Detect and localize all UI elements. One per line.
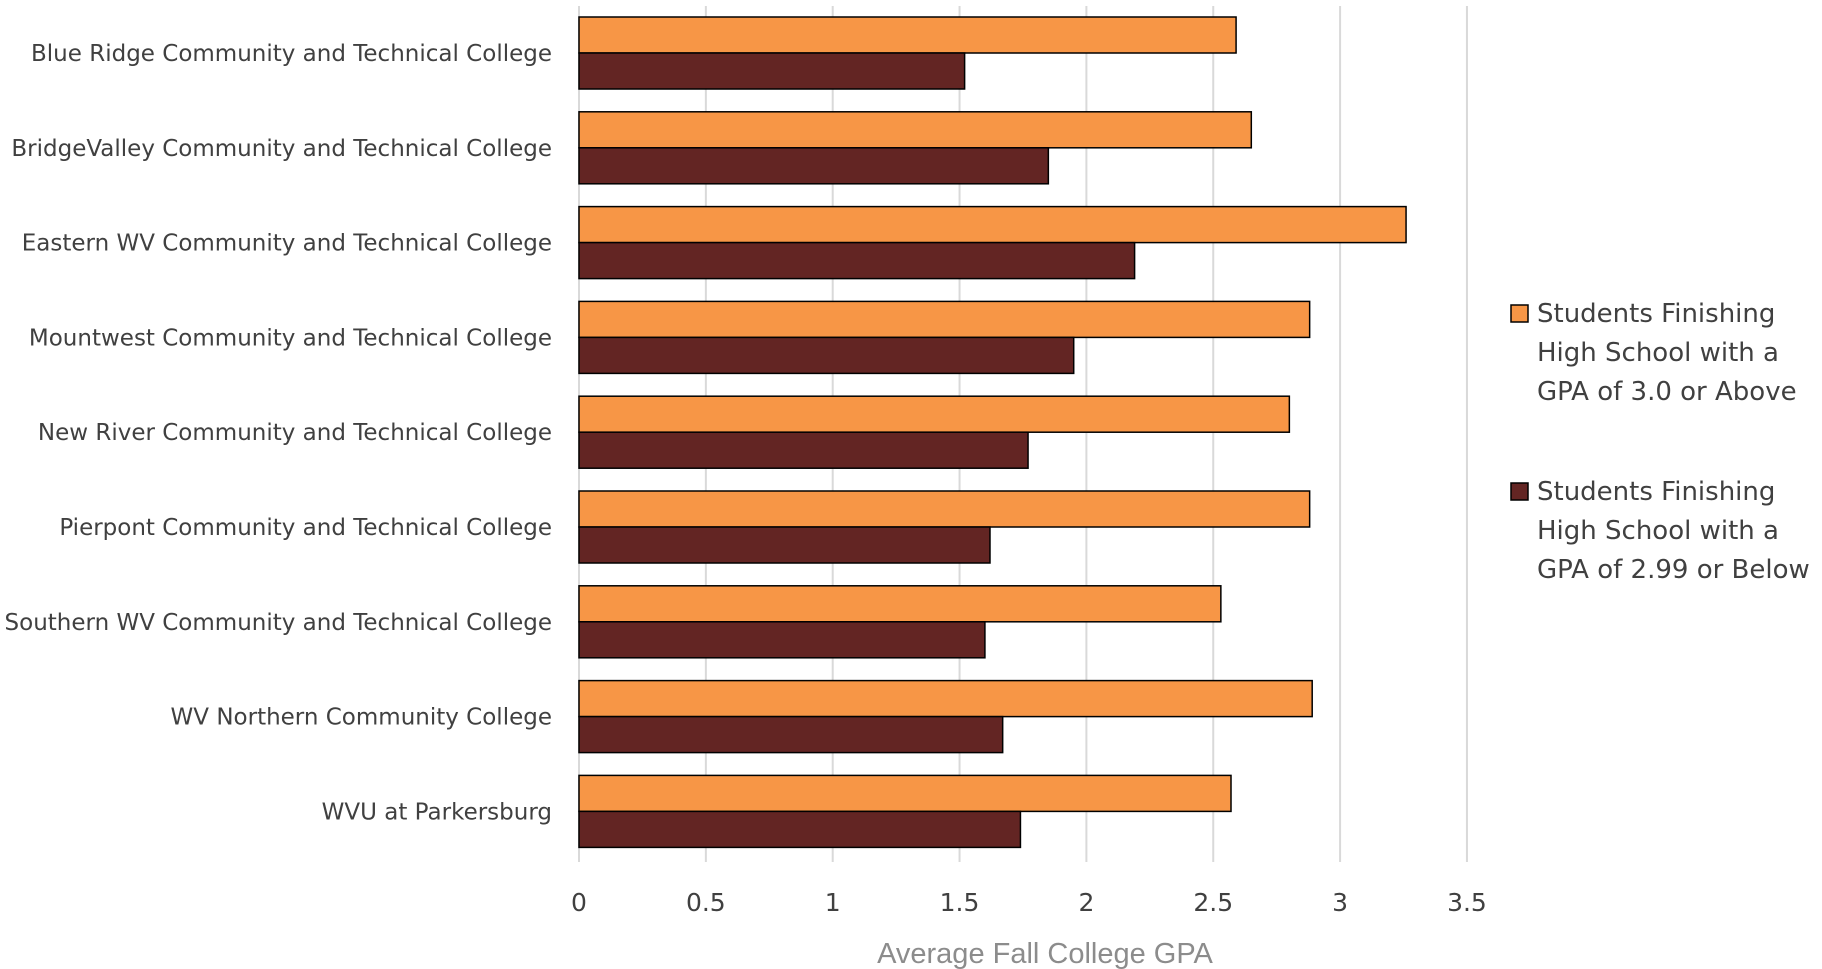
bar-series-2 [578,241,1136,280]
legend-line: Students Finishing [1537,299,1775,329]
legend-label-2: Students Finishing High School with a GPA … [1537,477,1810,585]
x-tick-label: 2.5 [1193,888,1233,917]
bar-series-1 [578,585,1222,623]
category-label: BridgeValley Community and Technical Col… [11,136,552,162]
legend-label-1: Students Finishing High School with a GPA … [1537,299,1797,407]
x-tick-label: 0 [571,888,587,917]
category-label: Southern WV Community and Technical Coll… [5,610,552,636]
legend-line: GPA of 2.99 or Below [1537,555,1810,585]
bars [578,16,1407,849]
bar-series-1 [578,300,1311,339]
bar-series-1 [578,395,1291,433]
bar-series-1 [578,490,1311,528]
x-tick-label: 1.5 [940,888,980,917]
x-tick-label: 1 [825,888,841,917]
x-tick-label: 3 [1332,888,1348,917]
category-labels: Blue Ridge Community and Technical Colle… [5,41,552,825]
category-label: New River Community and Technical Colleg… [38,420,552,446]
bar-series-2 [578,336,1075,375]
x-tick-label: 0.5 [686,888,726,917]
legend: Students Finishing High School with a GPA … [1510,299,1810,585]
legend-swatch-2 [1510,482,1529,501]
bar-series-2 [578,52,966,90]
bar-series-1 [578,16,1237,54]
bar-series-2 [578,715,1004,754]
bar-series-2 [578,147,1050,185]
legend-line: GPA of 3.0 or Above [1537,377,1797,407]
legend-line: High School with a [1537,338,1779,368]
legend-line: Students Finishing [1537,477,1775,507]
bar-series-1 [578,774,1232,813]
x-tick-label: 3.5 [1447,888,1487,917]
bar-series-2 [578,621,986,659]
x-axis-title: Average Fall College GPA [877,938,1213,969]
legend-swatch-1 [1510,304,1529,323]
x-tick-labels: 0 0.5 1 1.5 2 2.5 3 3.5 [571,888,1487,917]
category-label: Eastern WV Community and Technical Colle… [22,231,552,257]
bar-series-1 [578,205,1407,244]
bar-series-2 [578,431,1029,469]
bar-series-1 [578,111,1253,149]
category-label: WV Northern Community College [171,705,552,731]
legend-line: High School with a [1537,516,1779,546]
category-label: Pierpont Community and Technical College [59,515,552,541]
bar-series-2 [578,526,991,564]
bar-series-1 [578,679,1313,718]
category-label: Mountwest Community and Technical Colleg… [29,325,552,351]
bar-series-2 [578,810,1022,849]
x-tick-label: 2 [1078,888,1094,917]
category-label: WVU at Parkersburg [322,799,552,825]
category-label: Blue Ridge Community and Technical Colle… [31,41,552,67]
